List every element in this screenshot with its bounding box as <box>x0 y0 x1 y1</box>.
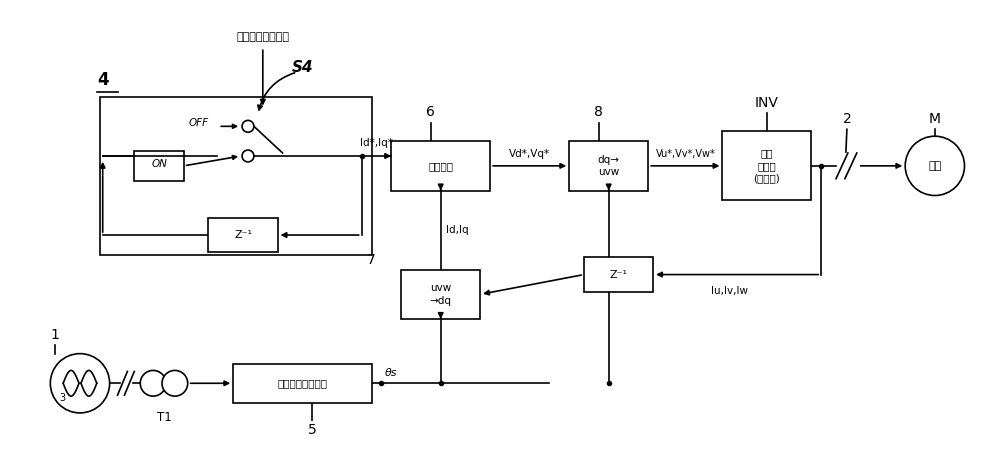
Circle shape <box>905 136 965 196</box>
Text: ON: ON <box>151 159 167 169</box>
Text: M: M <box>929 112 941 126</box>
Bar <box>134 151 184 180</box>
Text: 5: 5 <box>308 423 317 437</box>
Text: 电流控制: 电流控制 <box>428 161 453 171</box>
Text: uvw
→dq: uvw →dq <box>430 283 452 305</box>
Bar <box>401 270 480 319</box>
Circle shape <box>162 370 188 396</box>
Text: Vu*,Vv*,Vw*: Vu*,Vv*,Vw* <box>655 149 715 159</box>
Text: INV: INV <box>755 95 779 110</box>
Text: 8: 8 <box>594 105 603 119</box>
Circle shape <box>140 370 166 396</box>
Bar <box>233 363 372 403</box>
Circle shape <box>50 353 110 413</box>
Text: 电流控制切换标志: 电流控制切换标志 <box>236 32 289 42</box>
Bar <box>391 141 490 190</box>
Text: Z⁻¹: Z⁻¹ <box>234 230 252 240</box>
Bar <box>569 141 648 190</box>
Text: dq→
uvw: dq→ uvw <box>598 155 620 177</box>
Text: Id,Iq: Id,Iq <box>446 225 468 235</box>
Text: T1: T1 <box>157 411 171 424</box>
Text: 1: 1 <box>51 328 60 342</box>
Text: Id*,Iq*: Id*,Iq* <box>360 138 393 148</box>
Text: 马达: 马达 <box>928 161 941 171</box>
Bar <box>722 131 811 200</box>
Text: Vd*,Vq*: Vd*,Vq* <box>509 149 550 159</box>
Bar <box>100 97 372 255</box>
Text: 电力
转换器
(逆变器): 电力 转换器 (逆变器) <box>753 149 780 183</box>
Text: 3: 3 <box>59 393 65 403</box>
Bar <box>584 257 653 292</box>
Text: 4: 4 <box>97 71 108 89</box>
Text: 2: 2 <box>843 112 851 126</box>
Text: 6: 6 <box>426 105 435 119</box>
Text: Iu,Iv,Iw: Iu,Iv,Iw <box>711 286 748 296</box>
Bar <box>208 218 278 252</box>
Text: 7: 7 <box>367 253 376 266</box>
Text: Z⁻¹: Z⁻¹ <box>610 269 628 280</box>
Text: OFF: OFF <box>189 118 209 128</box>
Text: θs: θs <box>384 368 397 378</box>
Text: S4: S4 <box>292 59 313 75</box>
Text: 商用电源相位计算: 商用电源相位计算 <box>277 378 327 388</box>
